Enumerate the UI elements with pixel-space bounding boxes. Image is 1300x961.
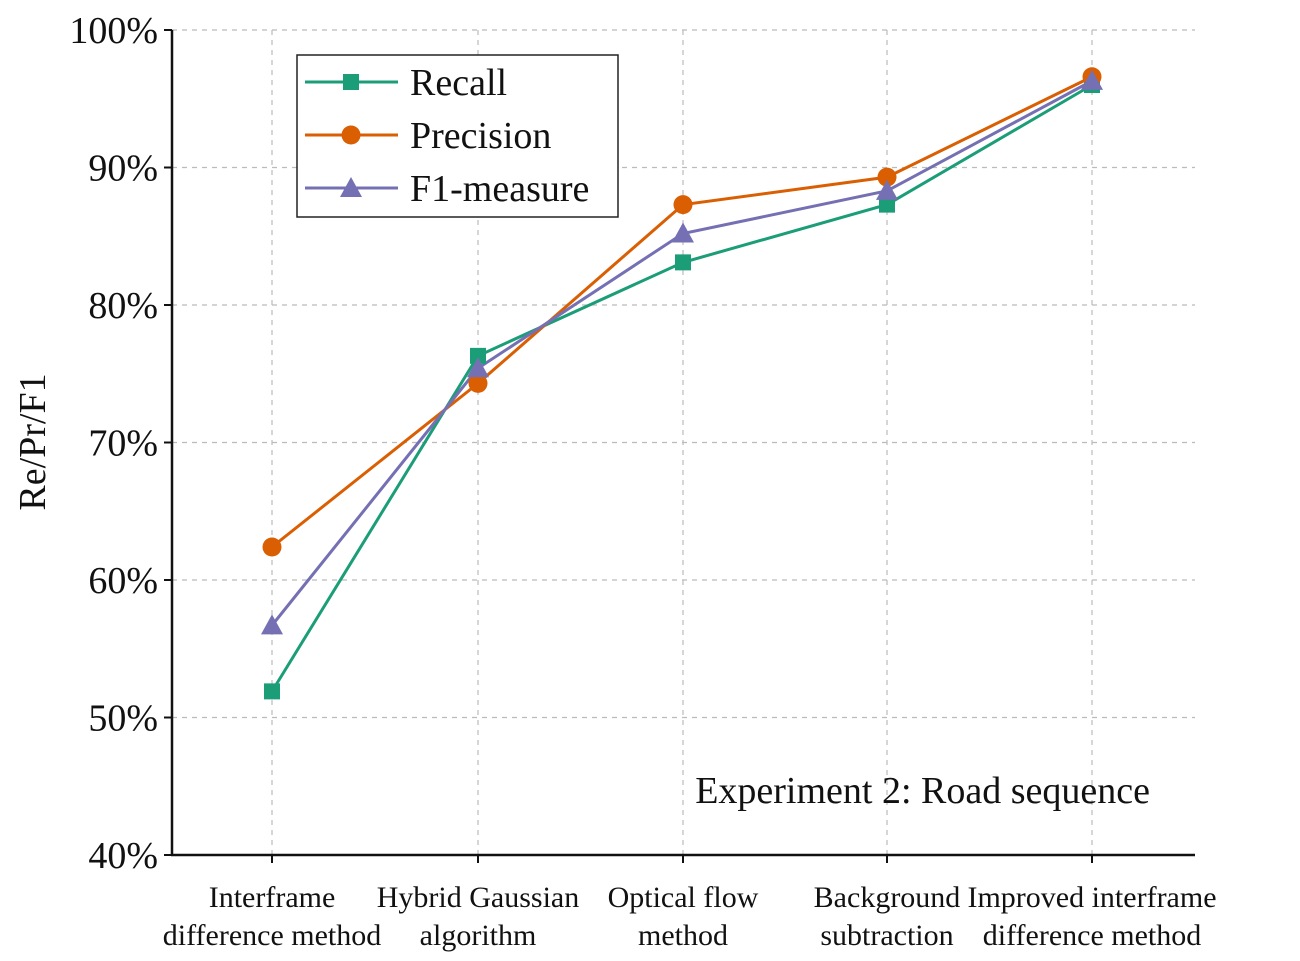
y-tick-label: 90%: [88, 148, 158, 190]
x-tick-label: Interframe: [209, 881, 336, 914]
legend-marker: [343, 74, 359, 90]
legend-label: F1-measure: [410, 168, 589, 210]
data-point-recall: [470, 347, 486, 364]
x-tick-label: difference method: [983, 919, 1202, 952]
x-tick-label: algorithm: [420, 919, 537, 952]
legend-label: Precision: [410, 115, 551, 157]
x-tick-label: method: [638, 919, 728, 952]
data-point-precision: [877, 167, 897, 187]
series-group: [261, 67, 1103, 700]
y-tick-label: 60%: [88, 560, 158, 602]
x-tick-label: Hybrid Gaussian: [377, 881, 579, 914]
y-tick-label: 80%: [88, 285, 158, 327]
y-tick-label: 70%: [88, 423, 158, 465]
data-point-f1-measure: [672, 222, 694, 243]
axes: 40% 50% 60% 70% 80% 90% 100% Interframe differen…: [69, 10, 1216, 952]
x-tick-label: subtraction: [820, 919, 953, 952]
legend-label: Recall: [410, 62, 507, 104]
y-axis-label: Re/Pr/F1: [12, 373, 54, 510]
legend: Recall Precision F1-measure: [296, 54, 619, 218]
data-point-recall: [879, 196, 895, 213]
legend-marker: [341, 125, 361, 145]
y-tick-label: 50%: [88, 698, 158, 740]
data-point-precision: [468, 373, 488, 393]
data-point-f1-measure: [876, 179, 898, 200]
data-point-recall: [264, 683, 280, 700]
data-point-f1-measure: [467, 357, 489, 378]
data-point-f1-measure: [261, 614, 283, 635]
data-point-recall: [675, 254, 691, 271]
x-tick-label: difference method: [163, 919, 382, 952]
chart-annotation: Experiment 2: Road sequence: [695, 770, 1150, 812]
legend-marker: [340, 177, 362, 197]
y-tick-label: 100%: [69, 10, 158, 52]
data-point-f1-measure: [1081, 69, 1103, 90]
x-tick-label: Background: [814, 881, 961, 914]
data-point-precision: [262, 537, 282, 557]
y-tick-label: 40%: [88, 835, 158, 877]
x-tick-label: Improved interframe: [967, 881, 1216, 914]
x-tick-label: Optical flow: [608, 881, 759, 914]
data-point-precision: [673, 195, 693, 215]
